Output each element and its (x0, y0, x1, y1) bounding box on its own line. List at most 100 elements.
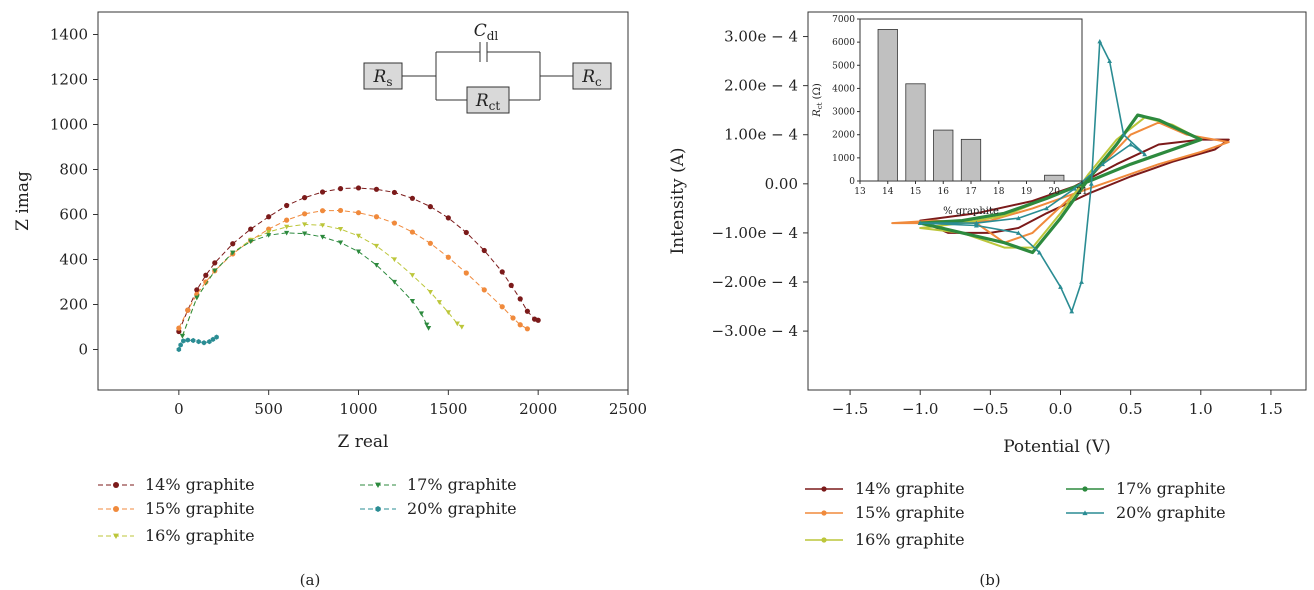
y-tick-label: 600 (59, 206, 88, 224)
data-point (181, 338, 186, 344)
data-point (517, 322, 523, 328)
data-point (409, 299, 416, 304)
data-point (1072, 186, 1077, 191)
inset-y-tick-label: 3000 (832, 108, 855, 118)
data-point (373, 214, 380, 220)
data-point (196, 339, 201, 345)
data-point (185, 337, 191, 343)
inset-x-tick-label: 19 (1021, 187, 1033, 197)
inset-x-tick-label: 13 (854, 187, 866, 197)
label-main: R (373, 67, 387, 87)
data-point (481, 287, 487, 293)
rc-resistor (572, 62, 612, 90)
x-tick-label: −1.5 (832, 400, 868, 418)
data-point (524, 308, 530, 314)
data-point (373, 263, 380, 268)
data-point (973, 220, 979, 226)
series-20 (917, 39, 1148, 314)
series-17 (179, 230, 432, 339)
data-point (524, 326, 530, 332)
y-tick-label: −1.00e − 4 (712, 224, 799, 242)
inset-x-axis-title: % graphite (943, 206, 999, 217)
y-tick-label: 1000 (50, 116, 88, 134)
rct-label: Rct (475, 91, 501, 113)
data-point (179, 333, 186, 339)
data-point (1100, 161, 1105, 167)
data-point (1016, 230, 1021, 235)
data-point (190, 337, 196, 344)
x-tick-label: 0.0 (1049, 400, 1073, 418)
bar-20 (1044, 174, 1065, 182)
data-point (248, 226, 254, 232)
inset-x-tick-label: 14 (882, 187, 894, 197)
data-point (508, 282, 514, 288)
data-point (319, 208, 326, 214)
data-point (203, 279, 209, 285)
label-sub: c (595, 75, 602, 89)
legend-label: 16% graphite (145, 526, 255, 545)
data-point (355, 249, 362, 255)
label-sub: ct (489, 99, 501, 113)
y-axis-title: Z imag (13, 171, 33, 231)
rs-resistor (363, 62, 403, 90)
series-line (181, 223, 463, 337)
legend-label: 20% graphite (407, 499, 517, 518)
data-point (214, 334, 219, 340)
data-point (185, 307, 191, 313)
legend-b-item-17: 17% graphite (1066, 479, 1226, 498)
legend-marker (113, 482, 119, 488)
y-tick-label: 400 (59, 251, 88, 269)
data-point (454, 321, 460, 327)
data-point (1121, 132, 1127, 137)
data-point (203, 272, 209, 278)
inset-x-tick-label: 21 (1076, 187, 1087, 197)
data-point (194, 295, 200, 301)
data-point (445, 215, 451, 221)
inset-y-axis-title: Rct (Ω) (812, 83, 824, 118)
data-point (510, 315, 516, 321)
label-sub: s (386, 75, 392, 89)
data-point (1142, 151, 1148, 157)
legend-label: 14% graphite (145, 475, 255, 494)
data-point (210, 336, 216, 342)
x-tick-label: 2000 (519, 400, 557, 418)
y-tick-label: 1400 (50, 26, 88, 44)
legend-a-item-20: 20% graphite (360, 499, 517, 518)
series-line (178, 209, 528, 330)
inset-x-tick-label: 16 (938, 187, 950, 197)
inset-y-tick-label: 5000 (832, 61, 855, 71)
data-point (1016, 215, 1021, 221)
data-point (391, 257, 398, 263)
data-point (973, 223, 979, 228)
data-point (1079, 279, 1084, 284)
legends: 14% graphite 15% graphite 16% graphite 17% … (98, 475, 1226, 549)
legend-marker (375, 506, 381, 512)
legend-a-item-17: 17% graphite (360, 475, 517, 494)
data-point (319, 223, 326, 228)
series-line (918, 113, 1203, 255)
inset-x-tick-label: 15 (910, 187, 922, 197)
data-point (1044, 205, 1049, 211)
data-point (284, 230, 290, 236)
data-point (463, 229, 469, 236)
legend-marker (821, 510, 827, 516)
x-tick-label: 0 (174, 400, 184, 418)
inset-y-tick-label: 7000 (832, 15, 855, 25)
cdl-label: Cdl (474, 21, 499, 43)
data-point (230, 250, 236, 256)
data-point (424, 322, 430, 328)
rc-label: Rc (581, 67, 602, 89)
legend-marker (113, 506, 119, 512)
panel-a-nyquist-plot: 0 500 1000 1500 2000 2500 0 200 400 600 800 1000 120… (13, 11, 647, 452)
y-tick-label: 800 (59, 161, 88, 179)
data-point (194, 287, 200, 293)
legend-marker (113, 533, 119, 539)
label-main: R (581, 67, 595, 87)
y-tick-label: 200 (59, 296, 88, 314)
data-point (409, 273, 416, 278)
label-main: R (475, 91, 489, 111)
data-point (445, 254, 451, 260)
x-tick-label: 1.0 (1189, 400, 1213, 418)
inset-y-tick-label: 6000 (832, 38, 855, 48)
